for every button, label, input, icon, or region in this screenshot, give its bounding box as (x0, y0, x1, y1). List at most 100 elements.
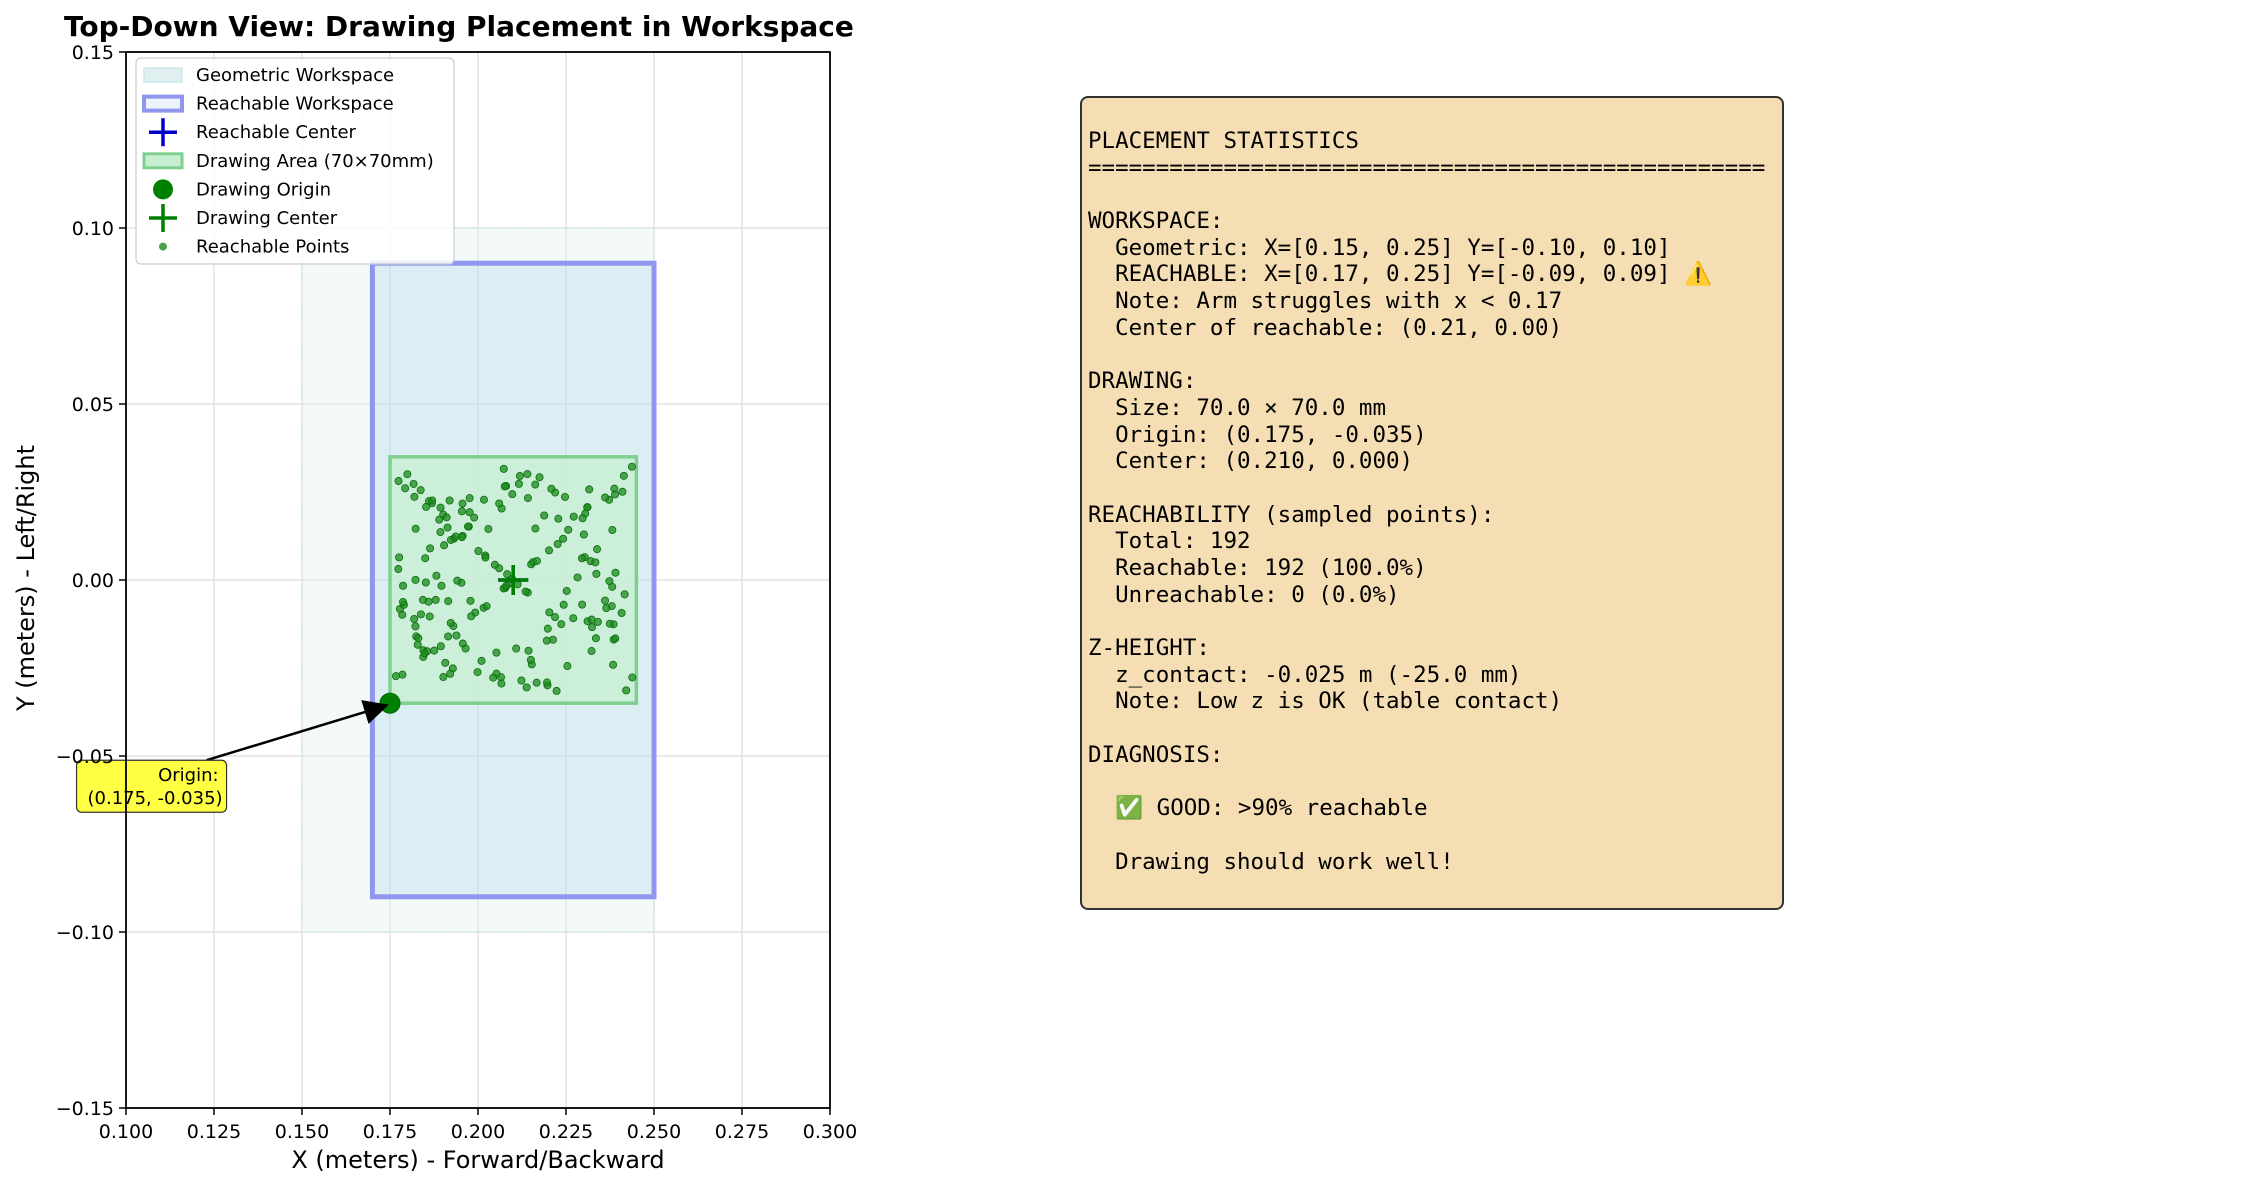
legend-label: Drawing Origin (196, 179, 331, 200)
y-tick-label: −0.05 (56, 746, 114, 768)
reachable-point (401, 484, 410, 493)
stats-line: z_contact: -0.025 m (-25.0 mm) (1088, 661, 1522, 688)
reachable-point (416, 486, 425, 495)
reachable-point (545, 546, 554, 555)
reachable-point (552, 686, 561, 695)
reachable-point (391, 672, 400, 681)
legend-swatch (153, 179, 173, 200)
reachable-point (413, 640, 422, 649)
stats-line: WORKSPACE: (1088, 208, 1224, 235)
chart-title: Top-Down View: Drawing Placement in Work… (64, 10, 854, 43)
reachable-point (508, 490, 517, 499)
legend-swatch (142, 152, 184, 170)
reachable-point (452, 631, 461, 640)
reachable-point (489, 673, 498, 682)
legend-item: Drawing Origin (153, 179, 331, 200)
reachable-point (524, 646, 533, 655)
reachable-point (435, 515, 444, 524)
reachable-point (513, 580, 522, 589)
reachable-point (444, 632, 453, 641)
reachable-point (591, 558, 600, 567)
reachable-point (569, 512, 578, 521)
reachable-point (502, 581, 511, 590)
reachable-point (531, 480, 540, 489)
reachable-point (467, 612, 476, 621)
reachable-point (557, 620, 566, 629)
regions (301, 227, 657, 933)
reachable-point (573, 573, 582, 582)
reachable-point (564, 525, 573, 534)
reachable-point (445, 496, 454, 505)
drawing-center-marker (498, 565, 529, 595)
reachable-point (499, 464, 508, 473)
reachable-point (601, 493, 610, 502)
reachable-point (622, 686, 631, 695)
x-tick-label: 0.250 (627, 1121, 681, 1143)
stats-line: Reachable: 192 (100.0%) (1088, 555, 1427, 581)
legend-label: Reachable Center (196, 122, 357, 143)
stats-line: DRAWING: (1088, 368, 1197, 395)
stats-line: Center: (0.210, 0.000) (1088, 448, 1414, 475)
stats-line (1088, 715, 1776, 742)
reachable-point (522, 683, 531, 692)
reachable-point (398, 670, 407, 679)
reachable-point (439, 673, 448, 682)
reachable-point (627, 462, 636, 471)
reachable-point (553, 540, 562, 549)
reachable-point (562, 586, 571, 595)
x-axis-label: X (meters) - Forward/Backward (291, 1146, 664, 1174)
reachable-point (465, 508, 474, 517)
reachable-point (428, 496, 437, 505)
reachable-point (473, 668, 482, 677)
reachable-point (410, 614, 419, 623)
reachable-point (421, 578, 430, 587)
reachable-point (403, 470, 412, 479)
reachable-point (477, 656, 486, 665)
stats-line (1088, 769, 1776, 796)
annotation-box (75, 759, 228, 813)
legend-item: Reachable Center (149, 118, 357, 147)
reachable-point (457, 507, 466, 516)
reachable-point (547, 484, 556, 493)
stats-line: ✅ GOOD: >90% reachable (1088, 795, 1428, 822)
stats-line: Size: 70.0 × 70.0 mm (1088, 394, 1387, 421)
reachable-point (619, 471, 628, 480)
reachable-point (563, 662, 572, 671)
reachable-point (481, 553, 490, 562)
stats-line: Drawing should work well! (1088, 848, 1454, 875)
reachable-point (466, 596, 475, 605)
legend-label: Reachable Workspace (196, 94, 394, 115)
reachable-point (543, 624, 552, 633)
reachable-point (470, 513, 479, 522)
reachable-point (523, 494, 532, 503)
reachable-point (515, 472, 524, 481)
reachable-points (391, 462, 637, 695)
reachable-point (463, 522, 472, 531)
reachable-point (535, 473, 544, 482)
reachable-point (431, 595, 440, 604)
reachable-point (411, 575, 420, 584)
reachable-point (545, 608, 554, 617)
reachable-point (497, 679, 506, 688)
x-tick-label: 0.175 (363, 1121, 417, 1143)
reachable-point (578, 600, 587, 609)
reachable-point (411, 622, 420, 631)
reachable-point (583, 503, 592, 512)
reachable-point (500, 482, 509, 491)
legend-label: Geometric Workspace (196, 65, 394, 86)
stats-line: Geometric: X=[0.15, 0.25] Y=[-0.10, 0.10… (1088, 234, 1671, 261)
reachable-point (609, 660, 618, 669)
legend: Geometric Workspace Reachable Workspace Re… (135, 57, 455, 265)
reachable-point (617, 609, 626, 618)
reachable-point (474, 547, 483, 556)
stats-line (1088, 342, 1776, 369)
legend-swatch (159, 242, 167, 251)
reachable-point (620, 590, 629, 599)
reachable-point (601, 596, 610, 605)
reachable-point (495, 564, 504, 573)
reachable-point (540, 511, 549, 520)
y-tick-label: −0.10 (56, 922, 114, 944)
reachable-point (422, 502, 431, 511)
reachable-point (446, 619, 455, 628)
x-tick-label: 0.275 (715, 1121, 769, 1143)
